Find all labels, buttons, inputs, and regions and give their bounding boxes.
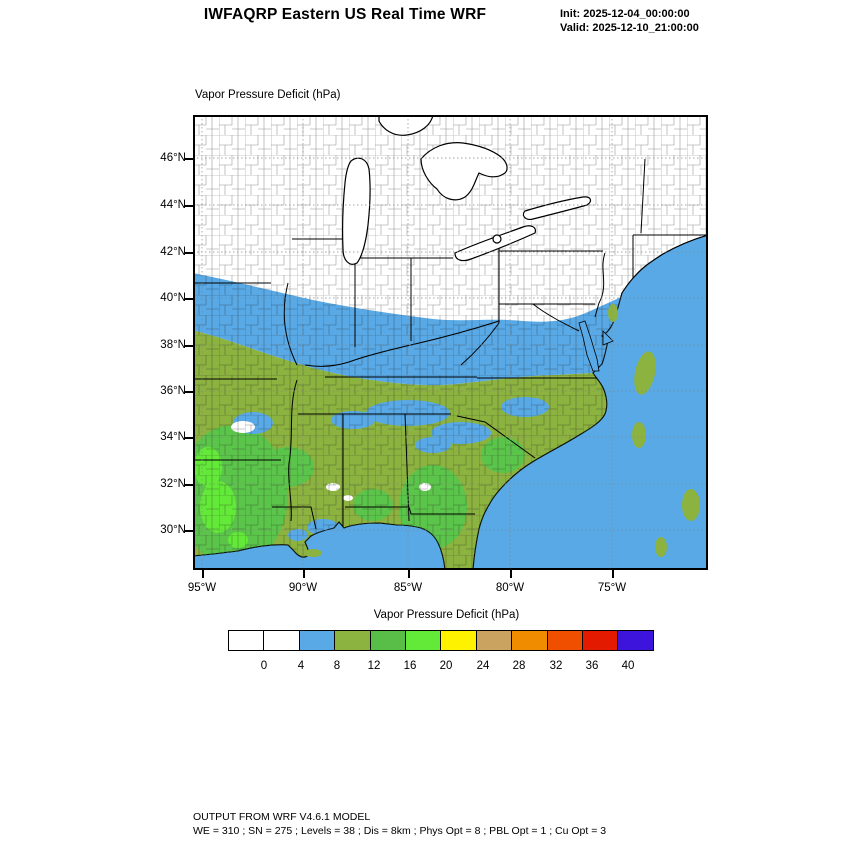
colorbar-box (511, 630, 548, 651)
lat-axis-label: 40°N (160, 292, 186, 304)
axis-tick (185, 391, 193, 393)
lake-st-clair (492, 234, 502, 244)
vpd-map-svg (192, 114, 709, 571)
axis-tick (408, 570, 410, 578)
axis-tick (185, 205, 193, 207)
colorbar-box (581, 630, 619, 651)
lat-axis-label: 44°N (160, 199, 186, 211)
map-panel-title: Vapor Pressure Deficit (hPa) (195, 89, 341, 101)
graticule (193, 115, 708, 570)
colorbar-box (440, 630, 477, 651)
map-frame-border (193, 115, 708, 570)
chesapeake-bay (578, 320, 600, 372)
colorbar-tick-label: 4 (297, 660, 305, 672)
lat-axis-label: 32°N (160, 478, 186, 490)
lat-axis-label: 30°N (160, 524, 186, 536)
colorbar-tick-label: 8 (333, 660, 341, 672)
colorbar-tick-label: 16 (403, 660, 417, 672)
main-title: IWFAQRP Eastern US Real Time WRF (203, 6, 487, 23)
axis-tick (612, 570, 614, 578)
valid-time: Valid: 2025-12-10_21:00:00 (560, 21, 699, 34)
axis-tick (185, 298, 193, 300)
colorbar-tick-label: 20 (439, 660, 453, 672)
colorbar-tick-label: 36 (585, 660, 599, 672)
lon-axis-label: 95°W (187, 582, 217, 594)
colorbar-box (228, 630, 265, 651)
colorbar-tick-label: 12 (367, 660, 381, 672)
axis-tick (185, 530, 193, 532)
lon-axis-label: 85°W (393, 582, 423, 594)
colorbar-box (298, 630, 336, 651)
colorbar-title: Vapor Pressure Deficit (hPa) (373, 609, 520, 621)
lake-michigan (342, 157, 371, 265)
lat-axis-label: 46°N (160, 152, 186, 164)
colorbar-tick-label: 40 (621, 660, 635, 672)
axis-tick (185, 484, 193, 486)
colorbar-box (475, 630, 513, 651)
offshore-vpd-patches (304, 304, 700, 557)
colorbar-box (404, 630, 442, 651)
lake-superior (378, 114, 434, 136)
colorbar (228, 630, 654, 651)
colorbar-box (369, 630, 406, 651)
lake-huron (420, 142, 508, 201)
colorbar-tick-label: 24 (476, 660, 490, 672)
colorbar-box (334, 630, 371, 651)
axis-tick (202, 570, 204, 578)
lat-axis-label: 34°N (160, 431, 186, 443)
lon-axis-label: 75°W (597, 582, 627, 594)
axis-tick (303, 570, 305, 578)
lake-ontario (522, 196, 592, 220)
colorbar-box (263, 630, 300, 651)
axis-tick (510, 570, 512, 578)
run-time-block: Init: 2025-12-04_00:00:00 Valid: 2025-12… (560, 8, 699, 35)
axis-tick (185, 158, 193, 160)
lon-axis-label: 80°W (495, 582, 525, 594)
delaware-bay (602, 330, 614, 346)
footer: OUTPUT FROM WRF V4.6.1 MODEL WE = 310 ; … (193, 810, 606, 838)
lat-axis-label: 36°N (160, 385, 186, 397)
colorbar-tick-label: 32 (549, 660, 563, 672)
colorbar-tick-label: 28 (512, 660, 526, 672)
weather-map (192, 114, 709, 571)
colorbar-box (546, 630, 583, 651)
footer-model-line: OUTPUT FROM WRF V4.6.1 MODEL (193, 811, 371, 823)
footer-config-line: WE = 310 ; SN = 275 ; Levels = 38 ; Dis … (193, 825, 607, 837)
axis-tick (185, 252, 193, 254)
init-time: Init: 2025-12-04_00:00:00 (560, 8, 690, 20)
great-lakes (342, 114, 592, 265)
state-borders (193, 158, 708, 530)
axis-tick (185, 345, 193, 347)
lon-axis-label: 90°W (288, 582, 318, 594)
lat-axis-label: 38°N (160, 339, 186, 351)
lat-axis-label: 42°N (160, 246, 186, 258)
axis-tick (185, 437, 193, 439)
colorbar-box (617, 630, 654, 651)
colorbar-tick-label: 0 (260, 660, 268, 672)
